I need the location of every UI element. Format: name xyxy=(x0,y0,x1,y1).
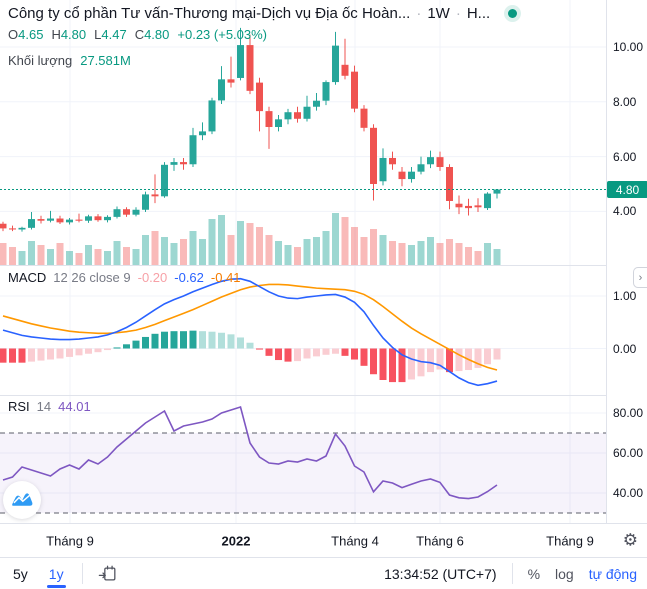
price-scale-label: 40.00 xyxy=(613,486,644,500)
percent-scale-button[interactable]: % xyxy=(527,565,541,582)
time-axis-label: Tháng 9 xyxy=(46,533,94,548)
time-axis-label: Tháng 6 xyxy=(416,533,464,548)
price-scale-label: 80.00 xyxy=(613,406,644,420)
time-axis-label: Tháng 9 xyxy=(546,533,594,548)
price-scale-label: 6.00 xyxy=(613,149,637,164)
mountain-chart-icon xyxy=(12,493,33,506)
last-price-badge: 4.80 xyxy=(607,181,647,198)
price-scale-label: 1.00 xyxy=(613,289,637,303)
price-scale-label: 4.00 xyxy=(613,204,637,219)
price-scale-label: 60.00 xyxy=(613,446,644,460)
price-scale-label: 8.00 xyxy=(613,94,637,109)
gear-icon[interactable]: ⚙ xyxy=(622,530,638,550)
chevron-right-icon: › xyxy=(638,271,643,284)
auto-scale-button[interactable]: tự động xyxy=(588,565,637,582)
chart-logo xyxy=(3,481,41,519)
range-button-5y[interactable]: 5y xyxy=(13,565,28,582)
range-button-1y[interactable]: 1y xyxy=(46,565,67,588)
log-scale-button[interactable]: log xyxy=(555,565,574,582)
time-axis[interactable]: ⚙ Tháng 9 2022 Tháng 4 Tháng 6 Tháng 9 xyxy=(0,523,647,557)
time-axis-label: Tháng 4 xyxy=(331,533,379,548)
toolbar-divider xyxy=(81,563,83,584)
bottom-toolbar: 5y 1y 13:34:52 (UTC+7) % log tự động xyxy=(0,557,647,589)
price-scale-label: 10.00 xyxy=(613,40,644,54)
pane-separator[interactable] xyxy=(0,395,647,396)
clock-time[interactable]: 13:34:52 (UTC+7) xyxy=(384,565,497,582)
price-scale[interactable]: 4.80 10.00 8.00 6.00 4.00 1.00 0.00 80.00 60.00… xyxy=(606,0,647,523)
time-axis-label: 2022 xyxy=(221,533,251,548)
chart-canvas[interactable] xyxy=(0,0,606,523)
panel-collapse-tab[interactable]: › xyxy=(633,267,647,288)
go-to-date-icon[interactable] xyxy=(98,564,118,584)
toolbar-divider xyxy=(511,563,513,584)
price-scale-label: 0.00 xyxy=(613,341,637,356)
pane-separator[interactable] xyxy=(0,265,647,266)
